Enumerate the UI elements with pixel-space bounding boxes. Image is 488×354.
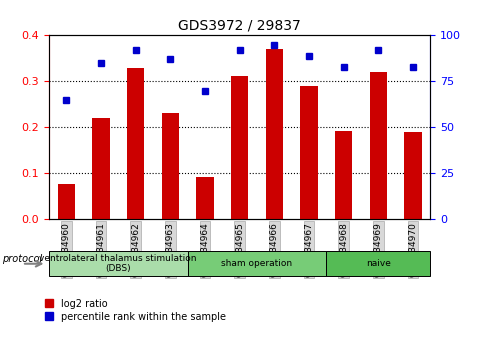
FancyBboxPatch shape bbox=[49, 251, 187, 276]
Bar bbox=[230, 76, 248, 219]
Text: protocol: protocol bbox=[2, 254, 42, 264]
Bar bbox=[92, 118, 109, 219]
Bar bbox=[58, 184, 75, 219]
Title: GDS3972 / 29837: GDS3972 / 29837 bbox=[178, 19, 301, 33]
Bar bbox=[369, 72, 386, 219]
Bar bbox=[300, 86, 317, 219]
Bar bbox=[404, 132, 421, 219]
Bar bbox=[196, 177, 213, 219]
Bar bbox=[265, 49, 283, 219]
Legend: log2 ratio, percentile rank within the sample: log2 ratio, percentile rank within the s… bbox=[44, 299, 226, 321]
Text: naive: naive bbox=[365, 259, 390, 268]
Bar bbox=[161, 113, 179, 219]
Text: ventrolateral thalamus stimulation
(DBS): ventrolateral thalamus stimulation (DBS) bbox=[40, 254, 197, 273]
Bar bbox=[334, 131, 351, 219]
Bar bbox=[127, 68, 144, 219]
FancyBboxPatch shape bbox=[187, 251, 325, 276]
Text: sham operation: sham operation bbox=[221, 259, 292, 268]
FancyBboxPatch shape bbox=[325, 251, 429, 276]
